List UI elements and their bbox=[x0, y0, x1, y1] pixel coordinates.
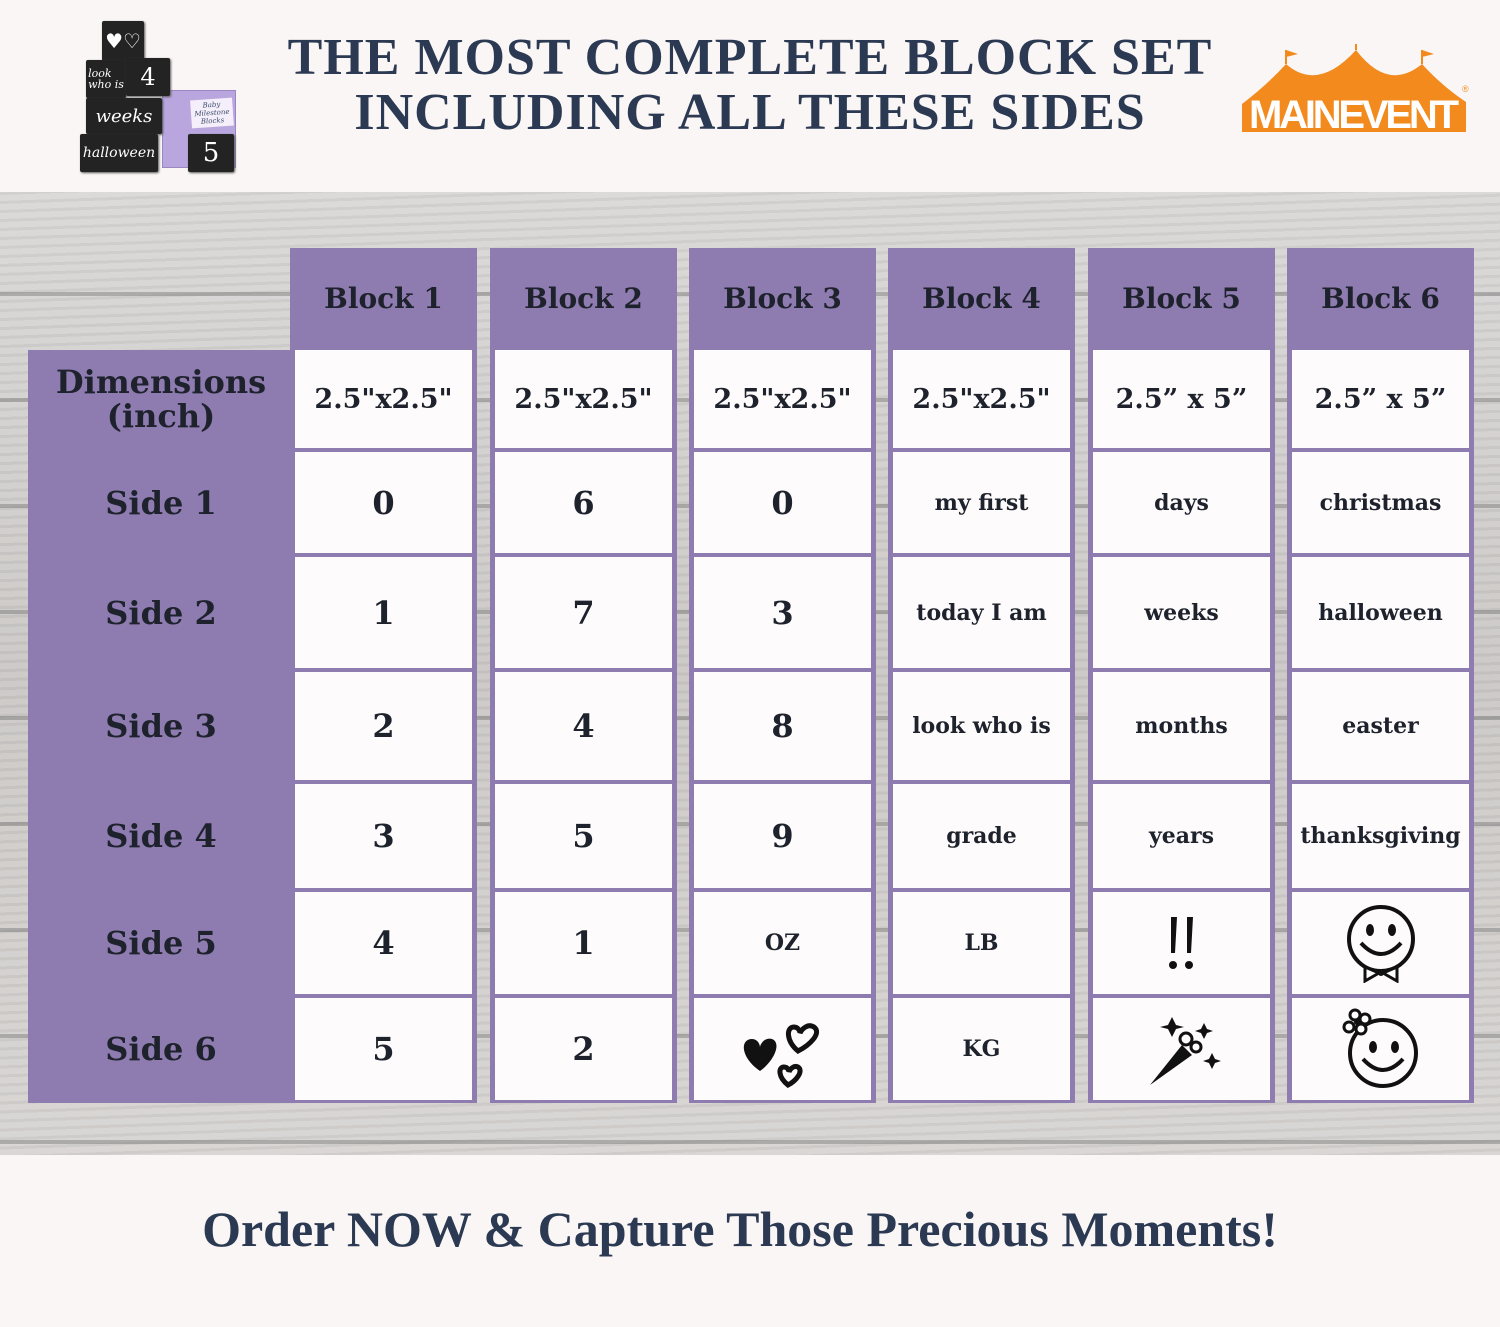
dimension-cell: 2.5"x2.5" bbox=[495, 350, 672, 448]
look-who-block: look who is bbox=[86, 60, 126, 98]
block-column-1: Block 1 2.5"x2.5" 0 1 2 3 4 5 bbox=[290, 248, 477, 1103]
smiley-bowtie-icon bbox=[1292, 892, 1469, 994]
side-cell: my first bbox=[893, 452, 1070, 553]
side-cell: 5 bbox=[495, 784, 672, 888]
side-cell: christmas bbox=[1292, 452, 1469, 553]
block-column-5: Block 5 2.5” x 5” days weeks months years bbox=[1088, 248, 1275, 1103]
title-line-1: THE MOST COMPLETE BLOCK SET bbox=[287, 29, 1213, 86]
row-label-side-3: Side 3 bbox=[105, 707, 217, 745]
product-box-label: Baby Milestone Blocks bbox=[190, 97, 234, 129]
side-cell: 7 bbox=[495, 557, 672, 668]
block-header: Block 2 bbox=[524, 281, 643, 315]
title-line-2: INCLUDING ALL THESE SIDES bbox=[354, 84, 1146, 141]
row-label-side-6: Side 6 bbox=[105, 1030, 217, 1068]
block-header: Block 5 bbox=[1122, 281, 1241, 315]
dimension-cell: 2.5"x2.5" bbox=[295, 350, 472, 448]
side-cell: 5 bbox=[295, 998, 472, 1100]
row-label-side-1: Side 1 bbox=[105, 483, 217, 522]
five-block: 5 bbox=[188, 134, 234, 172]
block-header: Block 3 bbox=[723, 281, 842, 315]
product-image: Baby Milestone Blocks ♥♡ look who is 4 we… bbox=[78, 18, 238, 178]
block-header: Block 4 bbox=[922, 281, 1041, 315]
header: Baby Milestone Blocks ♥♡ look who is 4 we… bbox=[0, 0, 1500, 192]
side-cell: today I am bbox=[893, 557, 1070, 668]
mainevent-logo: MAINEVENT ® bbox=[1242, 44, 1469, 136]
smiley-flower-icon bbox=[1292, 998, 1469, 1100]
row-label-side-4: Side 4 bbox=[105, 817, 217, 855]
side-cell: 3 bbox=[295, 784, 472, 888]
page-title: THE MOST COMPLETE BLOCK SET INCLUDING AL… bbox=[250, 30, 1250, 140]
weeks-block: weeks bbox=[86, 98, 162, 134]
side-cell: months bbox=[1093, 672, 1270, 780]
side-cell: 2 bbox=[295, 672, 472, 780]
row-labels: Dimensions (inch) Side 1 Side 2 Side 3 S… bbox=[28, 350, 294, 1103]
side-cell: 4 bbox=[295, 892, 472, 994]
svg-text:®: ® bbox=[1462, 84, 1469, 94]
tagline: Order NOW & Capture Those Precious Momen… bbox=[202, 1201, 1278, 1257]
side-cell: LB bbox=[893, 892, 1070, 994]
side-cell: thanksgiving bbox=[1292, 784, 1469, 888]
side-cell: KG bbox=[893, 998, 1070, 1100]
side-cell: grade bbox=[893, 784, 1070, 888]
block-column-2: Block 2 2.5"x2.5" 6 7 4 5 1 2 bbox=[490, 248, 677, 1103]
side-cell: 3 bbox=[694, 557, 871, 668]
block-header: Block 6 bbox=[1321, 281, 1440, 315]
row-label-dimensions: Dimensions (inch) bbox=[55, 363, 267, 435]
dimension-cell: 2.5"x2.5" bbox=[893, 350, 1070, 448]
side-cell: 1 bbox=[495, 892, 672, 994]
side-cell: 1 bbox=[295, 557, 472, 668]
side-cell: halloween bbox=[1292, 557, 1469, 668]
block-column-6: Block 6 2.5” x 5” christmas halloween easter… bbox=[1287, 248, 1474, 1103]
four-block: 4 bbox=[126, 58, 170, 96]
side-cell: years bbox=[1093, 784, 1270, 888]
block-header: Block 1 bbox=[324, 281, 443, 315]
side-cell: 8 bbox=[694, 672, 871, 780]
side-cell: look who is bbox=[893, 672, 1070, 780]
block-column-3: Block 3 2.5"x2.5" 0 3 8 9 OZ bbox=[689, 248, 876, 1103]
dimension-cell: 2.5” x 5” bbox=[1093, 350, 1270, 448]
dimension-cell: 2.5"x2.5" bbox=[694, 350, 871, 448]
side-cell: weeks bbox=[1093, 557, 1270, 668]
exclamation-icon bbox=[1093, 892, 1270, 994]
hearts-block: ♥♡ bbox=[102, 21, 144, 61]
dimension-cell: 2.5” x 5” bbox=[1292, 350, 1469, 448]
side-cell: 2 bbox=[495, 998, 672, 1100]
bouquet-icon bbox=[1093, 998, 1270, 1100]
side-cell: 4 bbox=[495, 672, 672, 780]
side-cell: 6 bbox=[495, 452, 672, 553]
hearts-icon bbox=[694, 998, 871, 1100]
halloween-block: halloween bbox=[80, 134, 158, 172]
side-cell: easter bbox=[1292, 672, 1469, 780]
side-cell: 9 bbox=[694, 784, 871, 888]
side-cell: OZ bbox=[694, 892, 871, 994]
block-column-4: Block 4 2.5"x2.5" my first today I am look w… bbox=[888, 248, 1075, 1103]
side-cell: 0 bbox=[295, 452, 472, 553]
side-cell: days bbox=[1093, 452, 1270, 553]
row-label-side-5: Side 5 bbox=[105, 924, 217, 962]
row-label-side-2: Side 2 bbox=[105, 593, 217, 632]
footer bbox=[0, 1155, 1500, 1327]
svg-text:MAINEVENT: MAINEVENT bbox=[1249, 93, 1459, 136]
side-cell: 0 bbox=[694, 452, 871, 553]
